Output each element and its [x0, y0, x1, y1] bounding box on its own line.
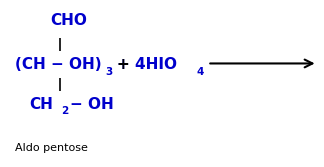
- Text: Aldo pentose: Aldo pentose: [15, 143, 87, 153]
- Text: CH: CH: [29, 97, 53, 112]
- Text: 2: 2: [62, 106, 69, 116]
- Text: (CH − OH): (CH − OH): [15, 57, 101, 72]
- Text: CHO: CHO: [50, 13, 87, 28]
- Text: − OH: − OH: [70, 97, 113, 112]
- Text: 3: 3: [105, 67, 112, 77]
- Text: + 4HIO: + 4HIO: [117, 57, 177, 72]
- Text: 4: 4: [196, 67, 203, 77]
- Text: +: +: [117, 57, 129, 72]
